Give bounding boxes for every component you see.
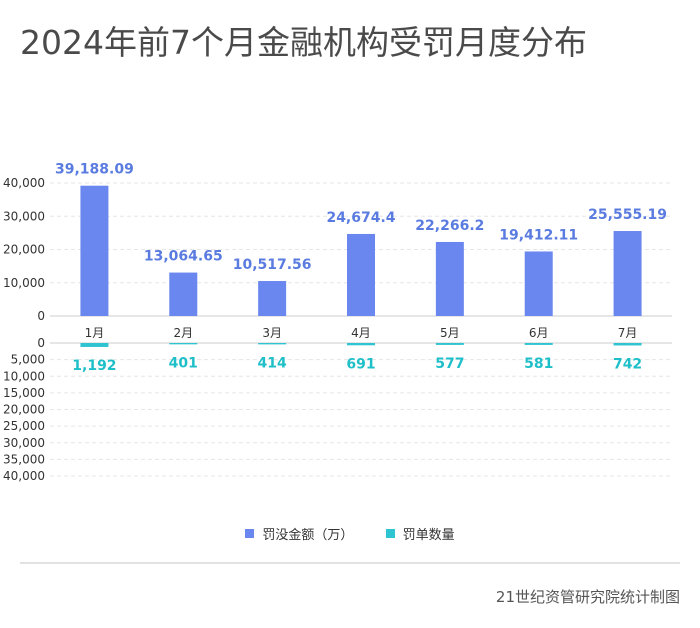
legend-swatch-count <box>385 529 395 538</box>
bar-fine <box>169 272 198 316</box>
y-tick-label-lower: 40,000 <box>3 469 45 483</box>
data-label-fine: 22,266.2 <box>415 218 484 234</box>
divider <box>20 562 680 564</box>
data-label-fine: 19,412.11 <box>499 227 578 243</box>
y-tick-label-upper: 0 <box>37 309 45 323</box>
legend-item-count[interactable]: 罚单数量 <box>385 524 455 543</box>
chart-title: 2024年前7个月金融机构受罚月度分布 <box>20 23 587 62</box>
legend: 罚没金额（万） 罚单数量 <box>0 524 700 543</box>
data-label-count: 401 <box>169 355 198 371</box>
bar-count <box>169 343 198 345</box>
x-tick-label: 5月 <box>440 326 460 340</box>
y-tick-label-lower: 15,000 <box>3 386 45 400</box>
data-label-fine: 24,674.4 <box>326 210 395 226</box>
legend-label-fine: 罚没金额（万） <box>262 528 354 543</box>
bar-count <box>435 343 464 345</box>
bar-count <box>347 343 375 346</box>
data-label-count: 414 <box>258 355 287 371</box>
bar-count <box>613 343 642 346</box>
y-tick-label-lower: 25,000 <box>3 419 45 433</box>
bar-fine <box>435 241 464 316</box>
data-label-count: 691 <box>346 356 375 372</box>
bar-fine <box>80 185 109 316</box>
legend-swatch-fine <box>245 529 255 538</box>
y-tick-label-upper: 30,000 <box>3 209 45 223</box>
x-tick-label: 1月 <box>85 326 105 340</box>
y-tick-label-upper: 40,000 <box>3 176 45 190</box>
x-tick-label: 4月 <box>351 326 371 340</box>
y-tick-label-lower: 5,000 <box>11 353 45 367</box>
data-label-fine: 25,555.19 <box>588 207 667 223</box>
data-label-count: 581 <box>524 356 553 372</box>
data-label-count: 1,192 <box>72 358 116 374</box>
bar-fine <box>347 233 375 316</box>
y-tick-label-upper: 20,000 <box>3 243 45 257</box>
y-tick-label-lower: 0 <box>37 336 45 350</box>
data-label-fine: 39,188.09 <box>55 162 134 178</box>
x-tick-label: 3月 <box>262 326 282 340</box>
y-tick-label-lower: 10,000 <box>3 369 45 383</box>
data-label-count: 577 <box>435 356 464 372</box>
bar-count <box>80 343 109 347</box>
x-tick-label: 2月 <box>173 326 193 340</box>
y-tick-label-upper: 10,000 <box>3 276 45 290</box>
bar-fine <box>524 251 553 316</box>
bar-count <box>258 343 287 345</box>
y-tick-label-lower: 35,000 <box>3 452 45 466</box>
legend-item-fine[interactable]: 罚没金额（万） <box>245 524 353 543</box>
y-tick-label-lower: 30,000 <box>3 436 45 450</box>
legend-label-count: 罚单数量 <box>402 528 455 543</box>
data-label-fine: 10,517.56 <box>233 257 312 273</box>
bar-count <box>524 343 553 345</box>
data-label-count: 742 <box>613 356 642 372</box>
data-label-fine: 13,064.65 <box>144 249 223 265</box>
chart: 0 10,000 20,000 30,000 40,000 0 5,000 10,000 15,… <box>3 162 672 483</box>
source-credit: 21世纪资管研究院统计制图 <box>495 588 680 606</box>
bar-fine <box>258 281 287 316</box>
x-tick-label: 6月 <box>529 326 549 340</box>
bar-fine <box>613 231 642 316</box>
y-tick-label-lower: 20,000 <box>3 403 45 417</box>
x-tick-label: 7月 <box>618 326 638 340</box>
